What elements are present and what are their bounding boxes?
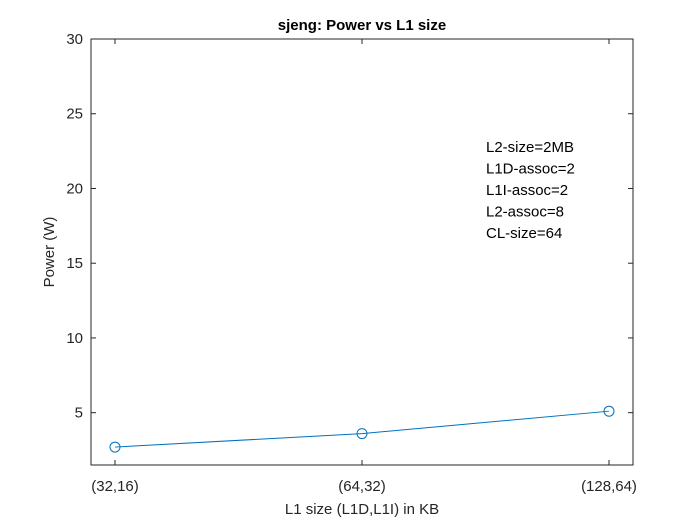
y-tick-label: 25 xyxy=(66,106,83,123)
chart-title: sjeng: Power vs L1 size xyxy=(278,17,446,34)
x-axis-label: L1 size (L1D,L1I) in KB xyxy=(285,501,439,518)
y-axis-ticks: 5 10 15 20 25 30 xyxy=(66,31,633,422)
y-tick-label: 15 xyxy=(66,255,83,272)
data-point xyxy=(356,428,368,440)
annotation-box: L2-size=2MB L1D-assoc=2 L1I-assoc=2 L2-asso… xyxy=(486,139,575,242)
series-line xyxy=(114,410,610,448)
data-point xyxy=(603,405,615,417)
x-tick-label: (32,16) xyxy=(91,478,139,495)
series-group xyxy=(109,405,615,453)
data-point xyxy=(109,441,121,453)
plot-area xyxy=(90,38,634,466)
y-tick-label: 20 xyxy=(66,180,83,197)
y-axis-label: Power (W) xyxy=(41,217,58,288)
annotation-line: L1D-assoc=2 xyxy=(486,161,575,178)
annotation-line: L2-assoc=8 xyxy=(486,204,564,221)
x-tick-label: (128,64) xyxy=(581,478,637,495)
x-axis-ticks: (32,16) (64,32) (128,64) xyxy=(91,39,637,495)
y-tick-label: 5 xyxy=(75,405,83,422)
annotation-line: L2-size=2MB xyxy=(486,139,574,156)
y-tick-label: 30 xyxy=(66,31,83,48)
annotation-line: CL-size=64 xyxy=(486,225,562,242)
annotation-line: L1I-assoc=2 xyxy=(486,182,568,199)
x-tick-label: (64,32) xyxy=(338,478,386,495)
y-tick-label: 10 xyxy=(66,330,83,347)
